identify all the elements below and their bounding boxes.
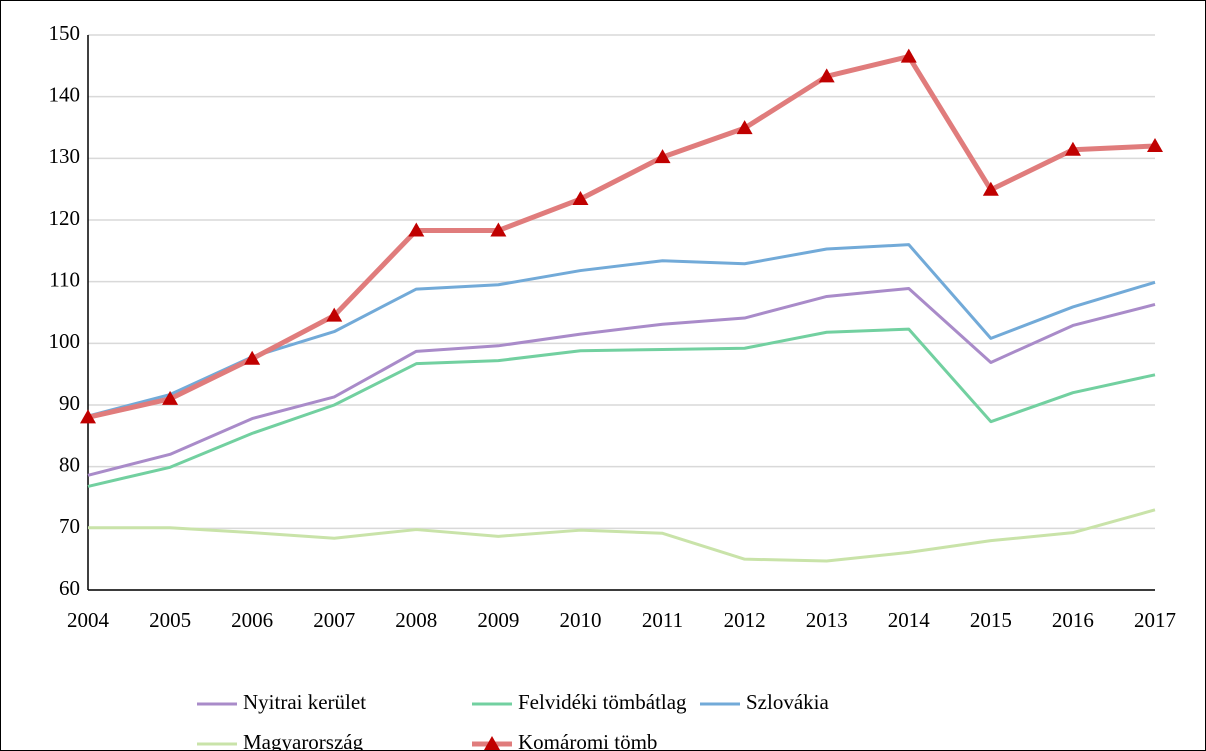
legend-label: Szlovákia [746,690,829,714]
y-tick-label: 100 [49,329,81,353]
marker [1147,138,1163,152]
y-tick-label: 90 [59,391,80,415]
y-tick-label: 110 [49,267,80,291]
y-tick-label: 130 [49,144,81,168]
legend-label: Felvidéki tömbátlag [518,690,687,714]
x-tick-label: 2010 [559,608,601,632]
legend-marker [484,736,500,750]
y-tick-label: 120 [49,206,81,230]
x-tick-label: 2009 [477,608,519,632]
marker [244,350,261,365]
x-tick-label: 2005 [149,608,191,632]
series-line [87,327,1156,488]
series-line [87,54,1156,420]
marker [572,191,589,206]
legend-label: Nyitrai kerület [243,690,366,714]
y-tick-label: 70 [59,514,80,538]
x-tick-label: 2017 [1134,608,1176,632]
series-line [88,508,1156,563]
marker [408,222,425,237]
x-tick-label: 2006 [231,608,273,632]
legend-label: Komáromi tömb [518,730,657,751]
y-tick-label: 60 [59,576,80,600]
x-tick-label: 2008 [395,608,437,632]
x-tick-label: 2014 [888,608,931,632]
marker [490,222,507,237]
marker [982,181,999,196]
marker [162,390,179,405]
x-tick-label: 2004 [67,608,110,632]
marker [736,120,753,135]
y-tick-label: 80 [59,452,80,476]
marker [654,149,671,164]
marker [1064,141,1081,156]
marker [80,409,96,424]
series-line [87,286,1156,477]
marker [326,307,343,322]
x-tick-label: 2015 [970,608,1012,632]
marker [818,68,835,83]
x-tick-label: 2016 [1052,608,1094,632]
x-tick-label: 2013 [806,608,848,632]
y-tick-label: 150 [49,21,81,45]
marker [900,48,917,63]
legend-label: Magyarország [243,730,364,751]
x-tick-label: 2007 [313,608,355,632]
x-tick-label: 2012 [724,608,766,632]
x-tick-label: 2011 [642,608,683,632]
y-tick-label: 140 [49,82,81,106]
